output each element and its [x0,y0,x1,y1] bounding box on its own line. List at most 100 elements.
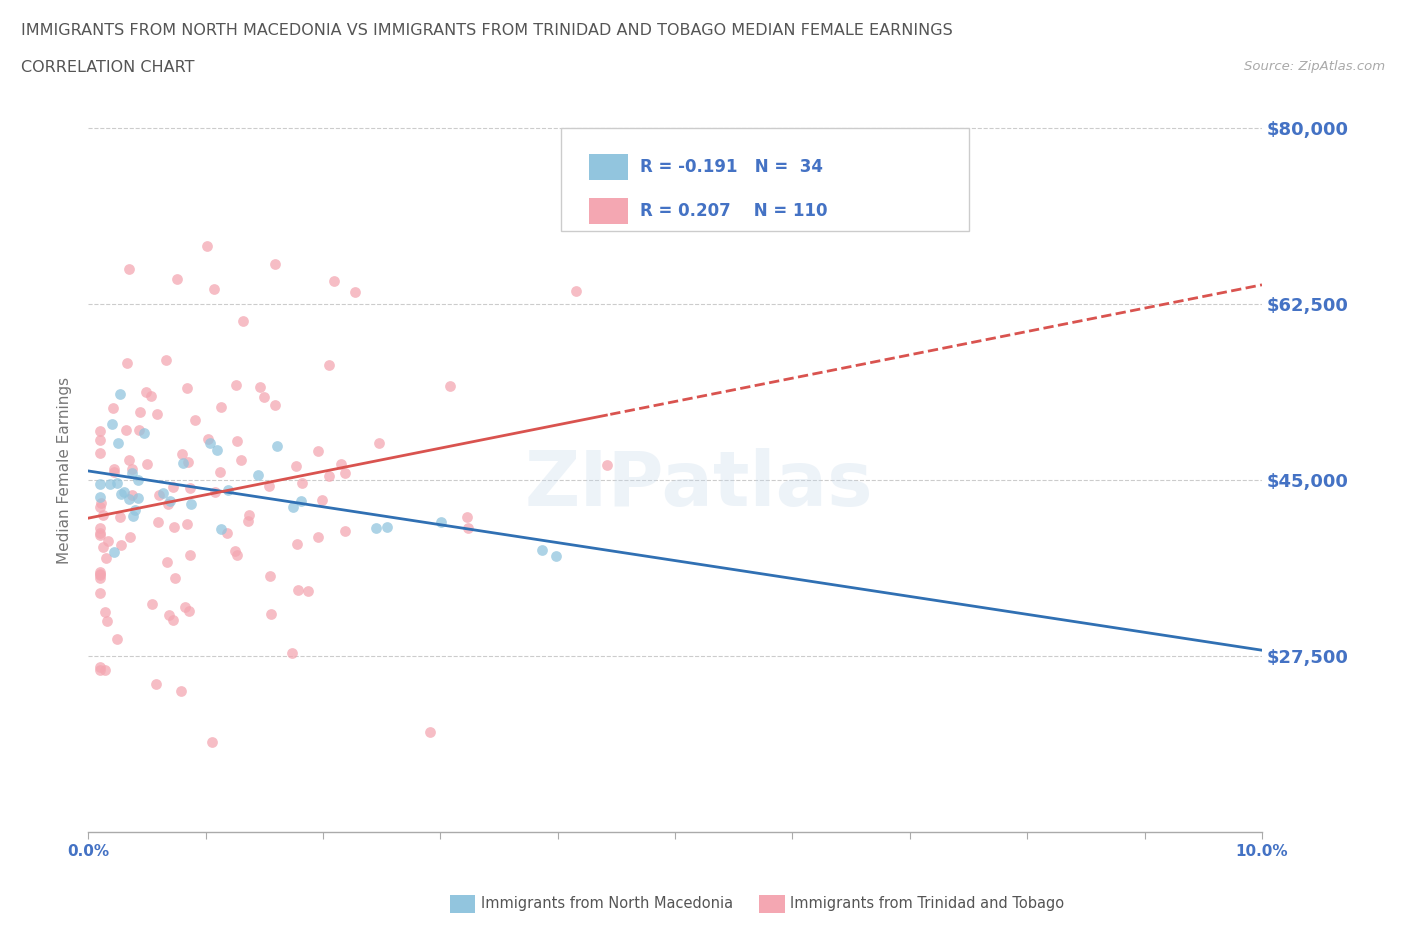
Point [311,492,333,507]
Point [89,571,111,586]
Point [281,645,304,660]
Point [110,538,132,552]
Point [136,457,159,472]
Point [285,537,308,551]
Point [156,554,179,569]
Point [225,433,247,448]
Point [89,520,111,535]
Point [110,486,132,501]
Point [132,426,155,441]
Point [596,458,619,472]
Point [128,422,150,437]
Point [89,445,111,460]
Point [89,662,111,677]
Point [204,485,226,499]
Point [89,499,111,514]
Point [162,612,184,627]
Point [344,285,367,299]
Point [162,479,184,494]
Point [546,549,568,564]
Point [197,432,219,446]
Point [155,352,177,367]
Point [98,476,121,491]
Point [180,497,202,512]
Point [105,631,128,646]
Point [176,517,198,532]
Point [307,529,329,544]
Point [89,423,111,438]
Point [257,479,280,494]
Text: Source: ZipAtlas.com: Source: ZipAtlas.com [1244,60,1385,73]
Point [96,551,118,565]
Point [114,423,136,438]
Point [205,443,228,458]
Text: R = -0.191   N =  34: R = -0.191 N = 34 [640,157,823,176]
Text: R = 0.207    N = 110: R = 0.207 N = 110 [640,202,827,220]
Point [89,490,111,505]
Point [169,684,191,698]
Point [101,401,124,416]
Point [318,357,340,372]
Point [368,435,391,450]
Point [430,514,453,529]
Point [139,389,162,404]
Point [281,499,304,514]
Point [225,378,247,392]
Point [201,735,224,750]
Point [121,461,143,476]
Point [264,257,287,272]
Point [129,405,152,419]
Point [287,582,309,597]
Point [118,261,141,276]
Point [202,282,225,297]
Point [236,513,259,528]
Point [118,453,141,468]
Text: ZIPatlas: ZIPatlas [524,447,873,522]
Text: CORRELATION CHART: CORRELATION CHART [21,60,194,75]
Point [163,519,186,534]
Point [96,614,118,629]
Point [89,567,111,582]
Point [89,659,111,674]
Point [284,458,307,473]
Point [127,472,149,487]
Point [122,509,145,524]
Point [224,543,246,558]
Point [531,542,554,557]
Point [91,539,114,554]
Point [259,606,281,621]
Point [91,507,114,522]
Point [103,462,125,477]
Point [89,565,111,579]
Point [217,483,239,498]
Point [127,490,149,505]
Point [200,435,222,450]
Point [419,724,441,739]
Point [172,456,194,471]
Point [209,522,232,537]
Point [152,485,174,500]
Point [215,525,238,540]
Point [456,510,478,525]
Point [318,469,340,484]
Point [89,527,111,542]
Point [145,676,167,691]
Point [141,597,163,612]
Point [103,465,125,480]
Point [238,508,260,523]
Point [159,494,181,509]
Point [174,600,197,615]
Point [93,663,115,678]
Point [209,400,232,415]
Point [172,446,194,461]
Point [97,534,120,549]
Point [110,386,132,401]
Point [156,496,179,511]
Point [124,502,146,517]
Point [195,239,218,254]
Point [259,568,281,583]
Point [439,379,461,393]
Point [249,379,271,394]
Point [226,547,249,562]
Point [157,607,180,622]
